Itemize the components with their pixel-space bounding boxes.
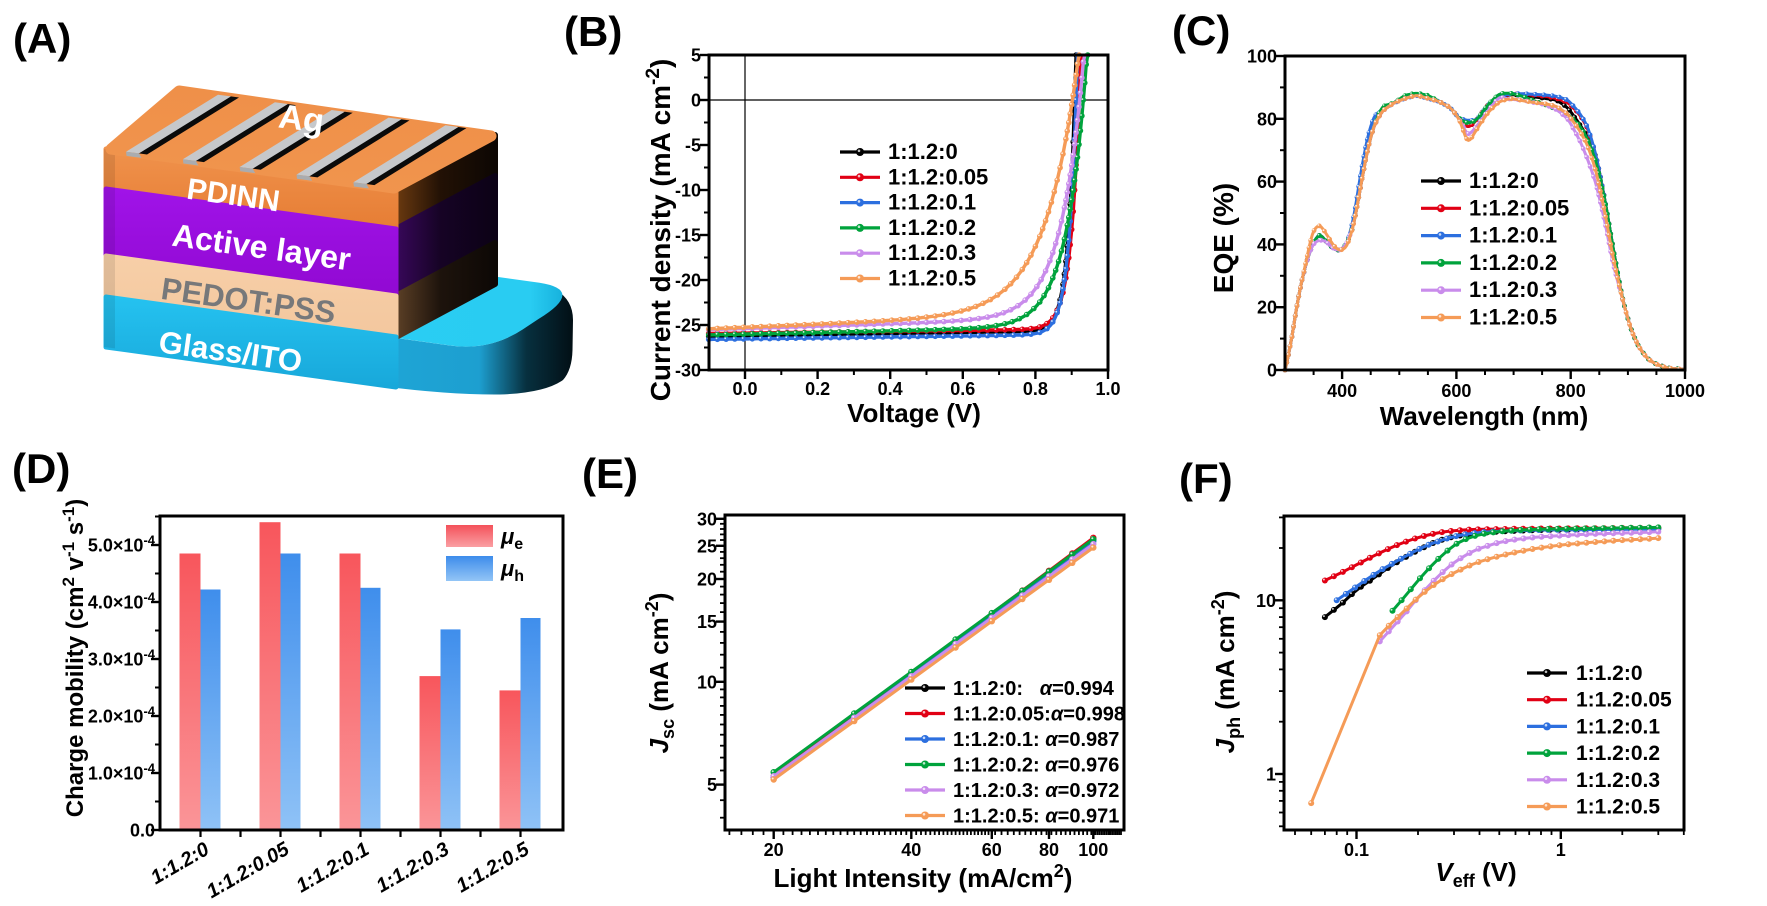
svg-text:1000: 1000 (1665, 381, 1705, 401)
svg-text:5: 5 (691, 46, 701, 66)
svg-text:Voltage (V): Voltage (V) (847, 398, 981, 428)
svg-text:40: 40 (1257, 235, 1277, 255)
svg-text:1:1.2:0.5: α=0.971: 1:1.2:0.5: α=0.971 (953, 806, 1119, 828)
svg-text:1:1.2:0.3: 1:1.2:0.3 (1469, 277, 1557, 302)
svg-text:Ag: Ag (277, 97, 327, 140)
svg-text:Charge mobility (cm2 v-1 s-1): Charge mobility (cm2 v-1 s-1) (59, 499, 89, 818)
svg-text:3.0×10-4: 3.0×10-4 (88, 647, 156, 670)
svg-text:20: 20 (697, 570, 717, 590)
svg-text:(C): (C) (1172, 7, 1230, 54)
svg-text:1:1.2:0.5: 1:1.2:0.5 (1576, 796, 1660, 819)
svg-text:0.0: 0.0 (732, 379, 757, 399)
svg-text:10: 10 (1256, 591, 1276, 611)
svg-text:(B): (B) (564, 8, 622, 55)
svg-text:1.0: 1.0 (1095, 379, 1120, 399)
svg-text:0.8: 0.8 (1023, 379, 1048, 399)
svg-text:1: 1 (1266, 765, 1276, 785)
svg-text:1:1.2:0.3: 1:1.2:0.3 (373, 838, 453, 897)
svg-text:1:1.2:0.05:α=0.998: 1:1.2:0.05:α=0.998 (953, 704, 1125, 726)
svg-text:(A): (A) (13, 15, 71, 62)
svg-text:60: 60 (1257, 172, 1277, 192)
svg-text:1:1.2:0: 1:1.2:0 (147, 838, 213, 889)
svg-text:1:1.2:0.1: 1:1.2:0.1 (293, 838, 373, 897)
svg-text:EQE (%): EQE (%) (1208, 183, 1239, 293)
svg-text:100: 100 (1078, 840, 1108, 860)
svg-text:80: 80 (1257, 109, 1277, 129)
svg-text:1:1.2:0.5: 1:1.2:0.5 (1469, 305, 1557, 330)
svg-text:1:1.2:0: 1:1.2:0 (1576, 662, 1643, 685)
svg-text:(E): (E) (582, 450, 638, 497)
svg-text:1: 1 (1556, 840, 1566, 860)
svg-text:20: 20 (1257, 298, 1277, 318)
svg-text:1:1.2:0.05: 1:1.2:0.05 (1469, 195, 1569, 220)
svg-text:2.0×10-4: 2.0×10-4 (88, 704, 156, 727)
svg-text:0: 0 (691, 91, 701, 111)
svg-text:40: 40 (901, 840, 921, 860)
svg-text:(D): (D) (12, 445, 70, 492)
svg-text:1:1.2:0.2: α=0.976: 1:1.2:0.2: α=0.976 (953, 755, 1119, 777)
svg-text:1:1.2:0.05: 1:1.2:0.05 (888, 164, 988, 189)
svg-text:Wavelength (nm): Wavelength (nm) (1380, 401, 1588, 431)
svg-text:-30: -30 (675, 361, 701, 381)
svg-text:1:1.2:0.2: 1:1.2:0.2 (1576, 742, 1660, 765)
svg-text:30: 30 (697, 509, 717, 529)
svg-text:1:1.2:0: 1:1.2:0 (1469, 168, 1539, 193)
svg-text:1:1.2:0.1: 1:1.2:0.1 (1576, 715, 1660, 738)
svg-text:μe: μe (500, 524, 523, 553)
svg-text:0.1: 0.1 (1344, 840, 1369, 860)
svg-text:1:1.2:0.5: 1:1.2:0.5 (453, 838, 534, 898)
svg-text:Jph (mA cm-2): Jph (mA cm-2) (1208, 591, 1244, 754)
svg-text:60: 60 (982, 840, 1002, 860)
svg-text:1:1.2:0: α=0.994: 1:1.2:0: α=0.994 (953, 678, 1115, 700)
svg-text:Current density (mA cm-2): Current density (mA cm-2) (643, 59, 676, 402)
svg-text:Light Intensity (mA/cm2): Light Intensity (mA/cm2) (774, 861, 1073, 893)
svg-text:-10: -10 (675, 181, 701, 201)
svg-text:(F): (F) (1179, 455, 1233, 502)
svg-text:5: 5 (707, 775, 717, 795)
svg-text:10: 10 (697, 672, 717, 692)
svg-text:1.0×10-4: 1.0×10-4 (88, 761, 156, 784)
svg-text:0: 0 (1267, 361, 1277, 381)
svg-text:800: 800 (1556, 381, 1586, 401)
svg-text:80: 80 (1039, 840, 1059, 860)
svg-text:1:1.2:0.1: 1:1.2:0.1 (888, 190, 976, 215)
svg-text:400: 400 (1327, 381, 1357, 401)
svg-text:μh: μh (500, 556, 524, 585)
svg-text:-25: -25 (675, 316, 701, 336)
svg-text:1:1.2:0.3: 1:1.2:0.3 (1576, 769, 1660, 792)
svg-text:Jsc (mA cm-2): Jsc (mA cm-2) (642, 593, 678, 754)
svg-text:0.0: 0.0 (130, 821, 155, 841)
svg-text:1:1.2:0.1: 1:1.2:0.1 (1469, 223, 1557, 248)
svg-text:-20: -20 (675, 271, 701, 291)
svg-text:4.0×10-4: 4.0×10-4 (88, 590, 156, 613)
svg-text:1:1.2:0: 1:1.2:0 (888, 139, 958, 164)
svg-text:25: 25 (697, 536, 717, 556)
svg-text:1:1.2:0.5: 1:1.2:0.5 (888, 266, 976, 291)
svg-text:0.6: 0.6 (950, 379, 975, 399)
svg-text:600: 600 (1441, 381, 1471, 401)
svg-text:100: 100 (1247, 47, 1277, 67)
svg-text:1:1.2:0.2: 1:1.2:0.2 (1469, 250, 1557, 275)
svg-text:1:1.2:0.3: α=0.972: 1:1.2:0.3: α=0.972 (953, 780, 1119, 802)
svg-text:20: 20 (764, 840, 784, 860)
svg-text:0.2: 0.2 (805, 379, 830, 399)
svg-text:15: 15 (697, 612, 717, 632)
svg-text:1:1.2:0.1: α=0.987: 1:1.2:0.1: α=0.987 (953, 729, 1119, 751)
svg-text:-15: -15 (675, 226, 701, 246)
svg-text:1:1.2:0.2: 1:1.2:0.2 (888, 215, 976, 240)
svg-text:5.0×10-4: 5.0×10-4 (88, 533, 156, 556)
svg-text:-5: -5 (685, 136, 701, 156)
svg-text:0.4: 0.4 (878, 379, 903, 399)
svg-text:1:1.2:0.05: 1:1.2:0.05 (203, 838, 294, 903)
svg-text:1:1.2:0.3: 1:1.2:0.3 (888, 240, 976, 265)
svg-text:1:1.2:0.05: 1:1.2:0.05 (1576, 689, 1672, 712)
svg-text:Veff (V): Veff (V) (1435, 857, 1516, 891)
